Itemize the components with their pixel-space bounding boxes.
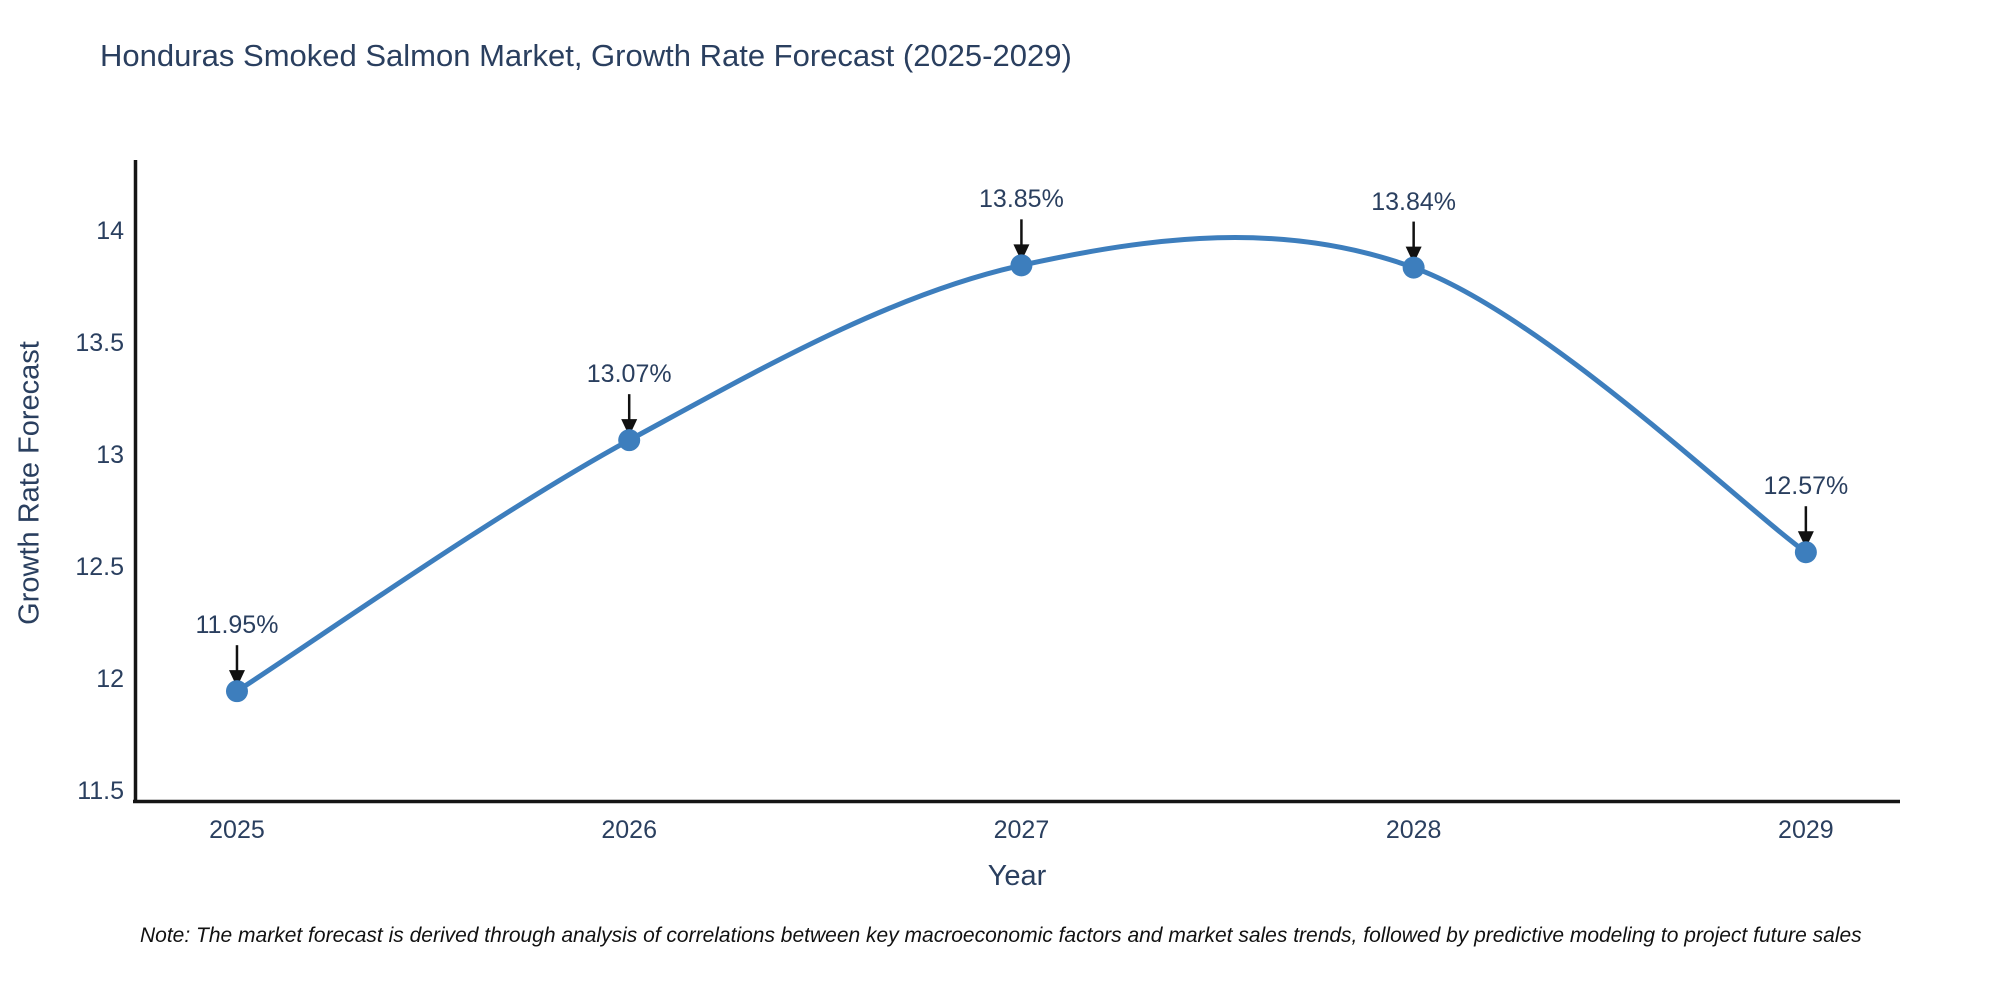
y-tick-label: 12 xyxy=(96,664,124,693)
data-point-marker xyxy=(1402,256,1425,279)
x-tick-label: 2029 xyxy=(1778,816,1834,844)
annotation-arrowhead xyxy=(621,419,638,437)
point-annotation: 13.07% xyxy=(586,360,672,389)
footnote: Note: The market forecast is derived thr… xyxy=(140,924,1862,947)
data-point-marker xyxy=(1010,254,1033,277)
x-axis-title: Year xyxy=(987,860,1047,892)
trend-line xyxy=(235,235,1808,694)
x-tick-label: 2026 xyxy=(601,816,657,844)
annotation-arrowhead xyxy=(1405,246,1422,264)
y-tick-label: 13 xyxy=(96,440,124,469)
x-tick-label: 2028 xyxy=(1385,816,1442,844)
chart-title: Honduras Smoked Salmon Market, Growth Ra… xyxy=(100,38,1072,73)
annotation-arrowhead xyxy=(228,670,245,688)
point-annotation: 13.85% xyxy=(979,185,1064,214)
data-point-marker xyxy=(225,680,248,703)
x-tick-label: 2027 xyxy=(993,816,1050,844)
y-tick-label: 13.5 xyxy=(75,328,124,357)
point-annotation: 12.57% xyxy=(1763,472,1849,501)
y-tick-label: 12.5 xyxy=(75,552,124,581)
y-tick-label: 14 xyxy=(96,216,124,245)
annotation-arrowhead xyxy=(1797,531,1814,549)
annotation-arrowhead xyxy=(1013,244,1030,262)
data-point-marker xyxy=(1794,541,1817,564)
point-annotation: 11.95% xyxy=(195,611,279,640)
point-annotation: 13.84% xyxy=(1371,187,1457,216)
data-point-marker xyxy=(618,429,641,452)
y-tick-label: 11.5 xyxy=(77,777,124,806)
x-tick-label: 2025 xyxy=(209,816,265,844)
